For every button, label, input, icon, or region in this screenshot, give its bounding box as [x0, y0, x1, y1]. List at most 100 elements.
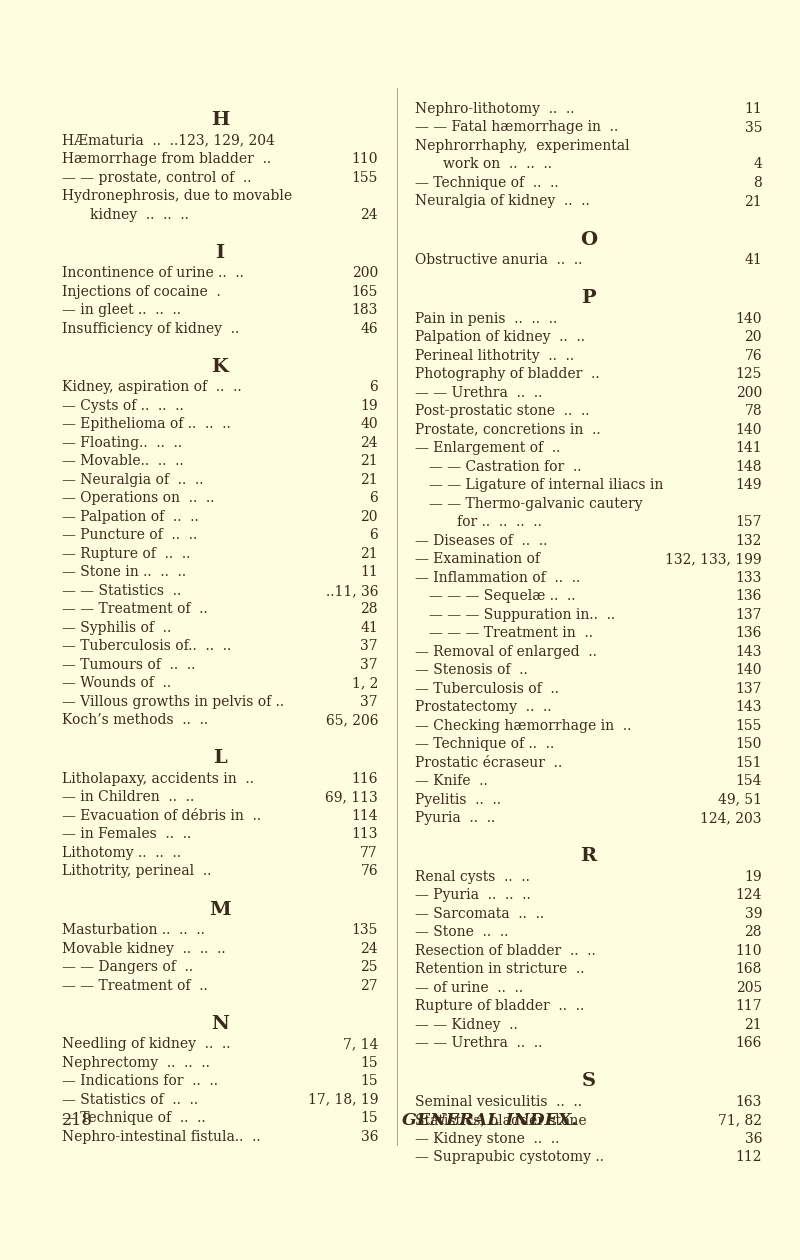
Text: 76: 76 — [360, 864, 378, 878]
Text: Koch’s methods  ..  ..: Koch’s methods .. .. — [62, 713, 208, 727]
Text: — Technique of  ..  ..: — Technique of .. .. — [415, 176, 558, 190]
Text: — Indications for  ..  ..: — Indications for .. .. — [62, 1074, 218, 1089]
Text: 36: 36 — [361, 1130, 378, 1144]
Text: 110: 110 — [351, 152, 378, 166]
Text: Prostatectomy  ..  ..: Prostatectomy .. .. — [415, 701, 551, 714]
Text: 21: 21 — [360, 455, 378, 469]
Text: 110: 110 — [735, 944, 762, 958]
Text: — — Urethra  ..  ..: — — Urethra .. .. — [415, 1036, 542, 1051]
Text: Seminal vesiculitis  ..  ..: Seminal vesiculitis .. .. — [415, 1095, 582, 1109]
Text: 155: 155 — [352, 171, 378, 185]
Text: 77: 77 — [360, 845, 378, 861]
Text: Hæmorrhage from bladder  ..: Hæmorrhage from bladder .. — [62, 152, 271, 166]
Text: 27: 27 — [360, 979, 378, 993]
Text: 7, 14: 7, 14 — [342, 1037, 378, 1051]
Text: Needling of kidney  ..  ..: Needling of kidney .. .. — [62, 1037, 230, 1051]
Text: 165: 165 — [352, 285, 378, 299]
Text: 140: 140 — [735, 422, 762, 437]
Text: 19: 19 — [744, 869, 762, 883]
Text: 65, 206: 65, 206 — [326, 713, 378, 727]
Text: 1, 2: 1, 2 — [352, 677, 378, 690]
Text: 46: 46 — [360, 321, 378, 336]
Text: K: K — [211, 358, 229, 375]
Text: Pyelitis  ..  ..: Pyelitis .. .. — [415, 793, 501, 806]
Text: 20: 20 — [745, 330, 762, 344]
Text: 25: 25 — [361, 960, 378, 974]
Text: 24: 24 — [360, 436, 378, 450]
Text: — Tumours of  ..  ..: — Tumours of .. .. — [62, 658, 195, 672]
Text: 218: 218 — [62, 1113, 93, 1129]
Text: GENERAL INDEX.: GENERAL INDEX. — [402, 1113, 578, 1129]
Text: — Villous growths in pelvis of ..: — Villous growths in pelvis of .. — [62, 696, 284, 709]
Text: 69, 113: 69, 113 — [326, 790, 378, 804]
Text: Nephrorrhaphy,  experimental: Nephrorrhaphy, experimental — [415, 139, 630, 152]
Text: Masturbation ..  ..  ..: Masturbation .. .. .. — [62, 924, 205, 937]
Text: 168: 168 — [736, 963, 762, 976]
Text: — Knife  ..: — Knife .. — [415, 774, 488, 789]
Text: 151: 151 — [735, 756, 762, 770]
Text: — — prostate, control of  ..: — — prostate, control of .. — [62, 171, 251, 185]
Text: 124, 203: 124, 203 — [701, 811, 762, 825]
Text: ..11, 36: ..11, 36 — [326, 583, 378, 598]
Text: 24: 24 — [360, 208, 378, 222]
Text: 155: 155 — [736, 718, 762, 732]
Text: M: M — [209, 901, 231, 919]
Text: Incontinence of urine ..  ..: Incontinence of urine .. .. — [62, 266, 244, 280]
Text: Kidney, aspiration of  ..  ..: Kidney, aspiration of .. .. — [62, 381, 242, 394]
Text: 143: 143 — [735, 645, 762, 659]
Text: Movable kidney  ..  ..  ..: Movable kidney .. .. .. — [62, 941, 226, 955]
Text: — — Dangers of  ..: — — Dangers of .. — [62, 960, 193, 974]
Text: — Pyuria  ..  ..  ..: — Pyuria .. .. .. — [415, 888, 530, 902]
Text: — Evacuation of débris in  ..: — Evacuation of débris in .. — [62, 809, 261, 823]
Text: 140: 140 — [735, 663, 762, 677]
Text: kidney  ..  ..  ..: kidney .. .. .. — [90, 208, 189, 222]
Text: N: N — [211, 1014, 229, 1033]
Text: 200: 200 — [736, 386, 762, 399]
Text: Pain in penis  ..  ..  ..: Pain in penis .. .. .. — [415, 311, 558, 325]
Text: Statistics, bladder stone: Statistics, bladder stone — [415, 1114, 586, 1128]
Text: 11: 11 — [744, 102, 762, 116]
Text: 137: 137 — [735, 607, 762, 621]
Text: 125: 125 — [736, 367, 762, 382]
Text: — Wounds of  ..: — Wounds of .. — [62, 677, 171, 690]
Text: 15: 15 — [360, 1074, 378, 1089]
Text: 28: 28 — [745, 925, 762, 939]
Text: — — Treatment of  ..: — — Treatment of .. — [62, 602, 208, 616]
Text: Lithotomy ..  ..  ..: Lithotomy .. .. .. — [62, 845, 181, 861]
Text: for ..  ..  ..  ..: for .. .. .. .. — [457, 515, 542, 529]
Text: — in Children  ..  ..: — in Children .. .. — [62, 790, 194, 804]
Text: 24: 24 — [360, 941, 378, 955]
Text: 136: 136 — [736, 626, 762, 640]
Text: L: L — [213, 750, 227, 767]
Text: 154: 154 — [735, 774, 762, 789]
Text: Rupture of bladder  ..  ..: Rupture of bladder .. .. — [415, 999, 584, 1013]
Text: — Neuralgia of  ..  ..: — Neuralgia of .. .. — [62, 472, 203, 486]
Text: 15: 15 — [360, 1111, 378, 1125]
Text: Nephrectomy  ..  ..  ..: Nephrectomy .. .. .. — [62, 1056, 210, 1070]
Text: R: R — [581, 847, 597, 866]
Text: 200: 200 — [352, 266, 378, 280]
Text: 149: 149 — [735, 478, 762, 493]
Text: Renal cysts  ..  ..: Renal cysts .. .. — [415, 869, 530, 883]
Text: I: I — [215, 244, 225, 262]
Text: Insufficiency of kidney  ..: Insufficiency of kidney .. — [62, 321, 239, 336]
Text: 150: 150 — [736, 737, 762, 751]
Text: 37: 37 — [360, 658, 378, 672]
Text: 21: 21 — [744, 194, 762, 208]
Text: work on  ..  ..  ..: work on .. .. .. — [443, 158, 552, 171]
Text: 148: 148 — [735, 460, 762, 474]
Text: 21: 21 — [360, 547, 378, 561]
Text: 15: 15 — [360, 1056, 378, 1070]
Text: 20: 20 — [361, 510, 378, 524]
Text: Hydronephrosis, due to movable: Hydronephrosis, due to movable — [62, 189, 292, 203]
Text: Lithotrity, perineal  ..: Lithotrity, perineal .. — [62, 864, 211, 878]
Text: 6: 6 — [370, 491, 378, 505]
Text: — in gleet ..  ..  ..: — in gleet .. .. .. — [62, 304, 181, 318]
Text: 116: 116 — [351, 772, 378, 786]
Text: — Operations on  ..  ..: — Operations on .. .. — [62, 491, 214, 505]
Text: — Enlargement of  ..: — Enlargement of .. — [415, 441, 560, 455]
Text: — Technique of  ..  ..: — Technique of .. .. — [62, 1111, 206, 1125]
Text: — — Fatal hæmorrhage in  ..: — — Fatal hæmorrhage in .. — [415, 121, 618, 135]
Text: — Syphilis of  ..: — Syphilis of .. — [62, 621, 171, 635]
Text: Post-prostatic stone  ..  ..: Post-prostatic stone .. .. — [415, 404, 590, 418]
